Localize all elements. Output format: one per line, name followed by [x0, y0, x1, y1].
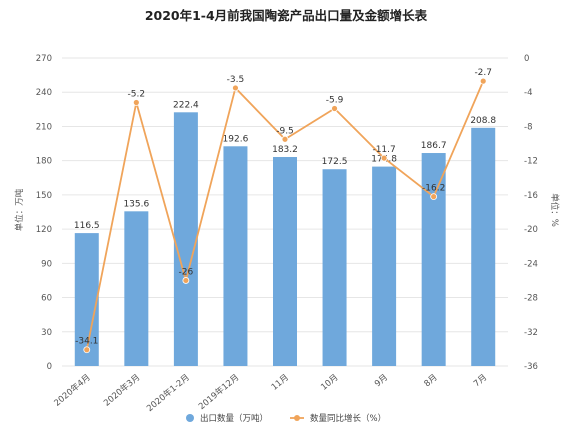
- left-tick-label: 180: [36, 157, 52, 167]
- right-tick-label: -12: [524, 157, 538, 167]
- line-value-label: -5.9: [326, 95, 344, 105]
- x-tick-label: 8月: [423, 373, 440, 390]
- line-value-label: -3.5: [227, 75, 245, 85]
- x-tick-label: 9月: [373, 373, 390, 390]
- right-axis-title: 单位：%: [549, 193, 560, 227]
- bar: [322, 169, 347, 366]
- line-point: [281, 135, 289, 143]
- right-tick-label: -36: [524, 362, 538, 372]
- right-tick-label: -4: [524, 88, 532, 98]
- bar-value-label: 186.7: [421, 141, 447, 151]
- line-value-label: -16.2: [422, 184, 445, 194]
- left-tick-label: 240: [36, 88, 52, 98]
- chart-title: 2020年1-4月前我国陶瓷产品出口量及金额增长表: [145, 8, 428, 23]
- line-point: [430, 193, 438, 201]
- left-tick-label: 210: [36, 122, 52, 132]
- line-value-label: -5.2: [128, 89, 146, 99]
- right-tick-label: -24: [524, 259, 538, 269]
- line-value-label: -9.5: [276, 126, 294, 136]
- right-tick-label: -28: [524, 294, 538, 304]
- bar: [471, 127, 496, 367]
- left-tick-label: 60: [41, 294, 52, 304]
- line-value-label: -11.7: [372, 145, 395, 155]
- x-tick-label: 2020年3月: [101, 372, 142, 409]
- bar: [124, 211, 149, 366]
- line-point: [232, 84, 239, 92]
- bar-value-label: 172.5: [322, 157, 348, 167]
- bar-value-label: 183.2: [272, 145, 298, 155]
- right-tick-label: -8: [524, 122, 532, 132]
- line-point: [479, 77, 487, 85]
- bar-value-label: 222.4: [173, 100, 199, 110]
- bar-series: 116.5135.6222.4192.6183.2172.5174.8186.7…: [74, 100, 496, 367]
- x-tick-label: 11月: [270, 373, 291, 393]
- line-point: [182, 277, 190, 284]
- line-series: -34.1 -5.2 -26 -3.5 -9.5 -5.9 -11.7 -16.2 -2.7: [75, 68, 492, 354]
- bar: [372, 166, 397, 366]
- right-tick-label: -20: [524, 225, 538, 235]
- x-tick-label: 2019年12月: [196, 372, 241, 412]
- line-point: [132, 99, 140, 106]
- line-value-label: -2.7: [474, 68, 492, 78]
- legend-line-dot: [294, 415, 300, 421]
- legend: 出口数量（万吨） 数量同比增长（%）: [186, 413, 386, 424]
- left-tick-label: 90: [41, 259, 52, 269]
- legend-bar-marker: [186, 414, 194, 422]
- bar-value-label: 116.5: [74, 221, 100, 231]
- x-tick-label: 10月: [319, 373, 340, 393]
- bar: [421, 153, 446, 366]
- line-value-label: -34.1: [75, 337, 98, 347]
- x-axis: 2020年4月 2020年3月 2020年1-2月 2019年12月 11月 10月 9月 8…: [52, 372, 489, 414]
- x-tick-label: 7月: [472, 373, 489, 390]
- bar-value-label: 192.6: [223, 134, 249, 144]
- left-axis-title: 单位：万吨: [14, 188, 25, 231]
- bar: [74, 233, 99, 366]
- left-tick-label: 120: [36, 225, 52, 235]
- legend-line-label: 数量同比增长（%）: [310, 413, 386, 424]
- left-tick-label: 30: [41, 328, 52, 338]
- right-tick-label: -16: [524, 191, 538, 201]
- line-point: [331, 105, 338, 112]
- bar-value-label: 135.6: [123, 199, 149, 209]
- x-tick-label: 2020年1-2月: [145, 372, 192, 414]
- line-point: [380, 154, 388, 162]
- right-axis: 0 -4 -8 -12 -16 -20 -24 -28 -32 -36: [524, 54, 538, 372]
- left-tick-label: 270: [36, 54, 52, 64]
- x-tick-label: 2020年4月: [52, 372, 93, 409]
- left-tick-label: 150: [36, 191, 52, 201]
- legend-bar-label: 出口数量（万吨）: [200, 413, 268, 424]
- right-tick-label: 0: [524, 54, 529, 64]
- line-value-label: -26: [179, 267, 194, 277]
- left-axis: 0 30 60 90 120 150 180 210 240 270: [36, 54, 52, 372]
- bar: [173, 112, 198, 367]
- right-tick-label: -32: [524, 328, 538, 338]
- bar: [223, 146, 248, 366]
- bar-value-label: 208.8: [470, 116, 496, 126]
- line-point: [83, 346, 91, 354]
- left-tick-label: 0: [47, 362, 52, 372]
- bar: [273, 157, 297, 366]
